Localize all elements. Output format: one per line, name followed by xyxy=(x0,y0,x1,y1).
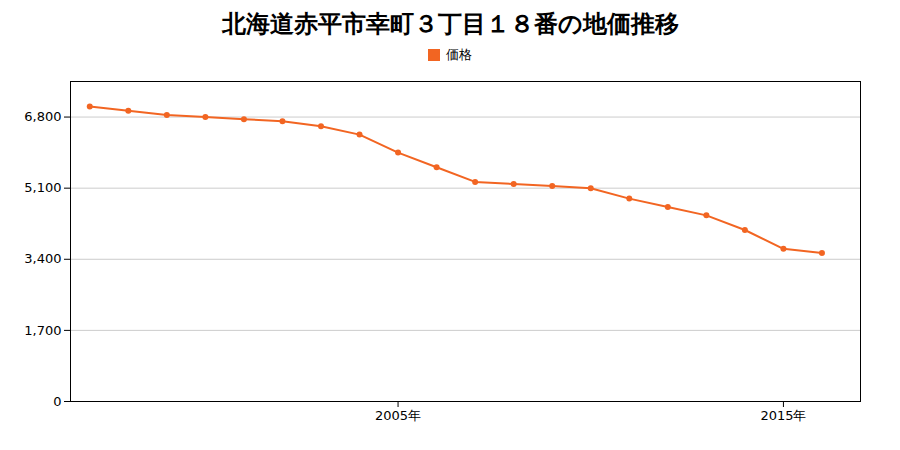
svg-text:0: 0 xyxy=(53,394,61,409)
svg-text:2015年: 2015年 xyxy=(760,408,806,423)
svg-text:6,800: 6,800 xyxy=(24,109,61,124)
svg-text:3,400: 3,400 xyxy=(24,251,61,266)
svg-text:1,700: 1,700 xyxy=(24,323,61,338)
html-text:北海道赤平市幸町３丁目１８番の地価推移: 北海道赤平市幸町３丁目１８番の地価推移 xyxy=(221,10,679,38)
svg-text:5,100: 5,100 xyxy=(24,180,61,195)
html-text:価格: 価格 xyxy=(446,47,472,62)
svg-text:2005年: 2005年 xyxy=(375,408,421,423)
